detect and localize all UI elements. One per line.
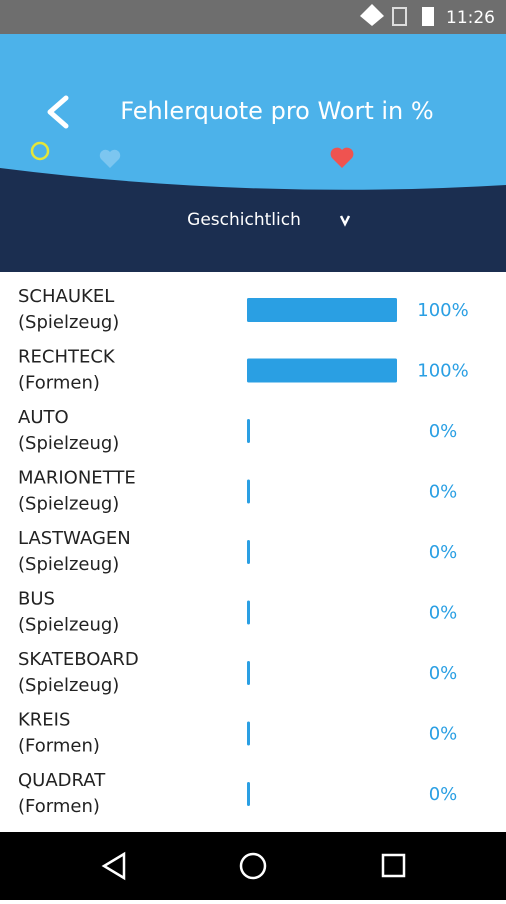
category: (Spielzeug) (18, 433, 119, 454)
word: QUADRAT (18, 770, 106, 791)
bar (247, 298, 397, 322)
bar (247, 600, 250, 625)
word: KREIS (18, 710, 70, 731)
category: (Spielzeug) (18, 615, 119, 636)
bar (247, 661, 250, 685)
decor-heart (99, 149, 121, 168)
value-label: 0% (429, 482, 458, 503)
value-label: 0% (429, 784, 458, 805)
word: MARIONETTE (18, 468, 136, 489)
word: LASTWAGEN (18, 528, 131, 549)
word: SKATEBOARD (18, 649, 139, 670)
value-label: 0% (429, 663, 458, 684)
nav-bar (0, 832, 506, 900)
category: (Spielzeug) (18, 494, 119, 515)
bar (247, 782, 250, 806)
bar (247, 419, 250, 443)
title: Fehlerquote pro Wort in % (120, 97, 433, 125)
dropdown-arrow[interactable] (339, 215, 351, 227)
word: RECHTECK (18, 347, 116, 368)
time: 11:26 (446, 8, 495, 28)
category: (Formen) (18, 796, 100, 817)
word: BUS (18, 589, 55, 610)
nav-recent[interactable] (381, 853, 406, 878)
word: AUTO (18, 407, 69, 428)
category: (Formen) (18, 373, 100, 394)
wifi-icon (360, 4, 384, 26)
value-label: 100% (417, 300, 468, 321)
category: (Spielzeug) (18, 675, 119, 696)
value-label: 0% (429, 603, 458, 624)
value-label: 0% (429, 542, 458, 563)
signal-icon (392, 7, 407, 26)
decor-heart (330, 147, 354, 168)
nav-home[interactable] (239, 852, 267, 880)
category: (Formen) (18, 736, 100, 757)
nav-back[interactable] (101, 851, 126, 881)
bar (247, 540, 250, 564)
value-label: 0% (429, 421, 458, 442)
value-label: 100% (417, 361, 468, 382)
bar (247, 479, 250, 504)
status-bar (0, 0, 506, 34)
header-blue (0, 34, 506, 190)
category: (Spielzeug) (18, 312, 119, 333)
word: SCHAUKEL (18, 286, 114, 307)
decor (30, 141, 50, 161)
battery-icon (422, 7, 434, 26)
filter-dropdown[interactable]: Geschichtlich (187, 210, 301, 230)
back-button[interactable] (47, 95, 69, 129)
category: (Spielzeug) (18, 554, 119, 575)
bar (247, 358, 397, 383)
bar (247, 721, 250, 746)
value-label: 0% (429, 724, 458, 745)
